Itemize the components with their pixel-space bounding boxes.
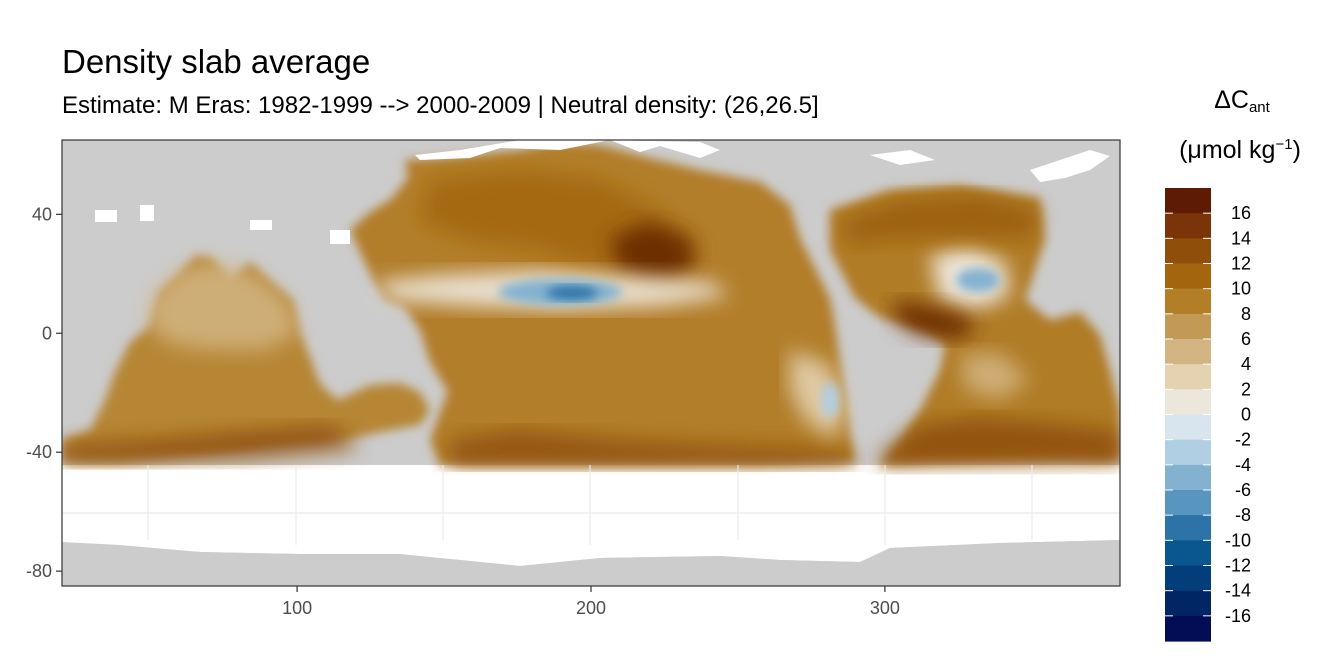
colorbar-bin — [1165, 540, 1211, 567]
colorbar-bin — [1165, 263, 1211, 290]
map-panel — [62, 140, 1120, 586]
plot-subtitle: Estimate: M Eras: 1982-1999 --> 2000-200… — [62, 92, 819, 119]
south-atlantic-light — [960, 352, 1030, 400]
colorbar-label: -10 — [1225, 530, 1251, 550]
antarctica-land — [62, 540, 1120, 586]
colorbar-bin — [1165, 238, 1211, 265]
x-axis: 100 200 300 — [282, 586, 900, 618]
legend-unit: (μmol kg−1) — [1179, 136, 1301, 164]
x-tick-label: 200 — [576, 598, 606, 618]
east-pacific-blue — [821, 382, 839, 418]
colorbar-label: -16 — [1225, 606, 1251, 626]
colorbar-bin — [1165, 364, 1211, 390]
colorbar-label: 0 — [1241, 405, 1251, 425]
colorbar-label: 2 — [1241, 379, 1251, 399]
colorbar-bin — [1165, 213, 1211, 239]
colorbar-bin — [1165, 188, 1211, 214]
colorbar-bin — [1165, 339, 1211, 365]
colorbar-bin — [1165, 313, 1211, 340]
north-atlantic-dark — [840, 195, 1040, 245]
colorbar-bin — [1165, 590, 1211, 617]
colorbar-label: 14 — [1231, 228, 1251, 248]
legend-title: ΔCant — [1214, 86, 1270, 116]
colorbar-label: -2 — [1235, 430, 1251, 450]
colorbar-bin — [1165, 464, 1211, 491]
colorbar-legend: 16 14 12 10 8 6 4 2 0 -2 -4 -6 -8 -10 -12 -14 -16 — [1165, 188, 1251, 642]
colorbar-bin — [1165, 389, 1211, 416]
colorbar-label: -4 — [1235, 455, 1251, 475]
colorbar-bin — [1165, 615, 1211, 642]
colorbar-label: -8 — [1235, 505, 1251, 525]
colorbar-label: 16 — [1231, 203, 1251, 223]
x-tick-label: 300 — [870, 598, 900, 618]
y-tick-label: -40 — [26, 442, 52, 462]
colorbar-label: -14 — [1225, 581, 1251, 601]
colorbar-label: 4 — [1241, 354, 1251, 374]
colorbar-label: 12 — [1231, 254, 1251, 274]
colorbar-label: 6 — [1241, 329, 1251, 349]
plot-title: Density slab average — [62, 43, 371, 80]
grid-lines — [62, 465, 1120, 545]
colorbar-bin — [1165, 515, 1211, 541]
arctic-nodata-specks — [95, 140, 1110, 244]
atlantic-ocean — [830, 185, 1120, 465]
arabian-sea-light — [150, 262, 300, 350]
south-indian-dark — [62, 425, 360, 462]
y-tick-label: 40 — [32, 204, 52, 224]
colorbar-bin — [1165, 288, 1211, 315]
south-atlantic-dark — [880, 418, 1120, 465]
colorbar-label: -6 — [1235, 480, 1251, 500]
colorbar-bin — [1165, 439, 1211, 466]
atlantic-blue-patch — [956, 268, 1000, 292]
colorbar-label: 8 — [1241, 304, 1251, 324]
colorbar-label: -12 — [1225, 556, 1251, 576]
gyre-dark-core — [610, 222, 695, 282]
south-pacific-dark — [450, 430, 855, 465]
caribbean-dark — [895, 300, 975, 340]
y-axis: 40 0 -40 -80 — [26, 204, 62, 581]
y-tick-label: -80 — [26, 561, 52, 581]
colorbar-bin — [1165, 490, 1211, 516]
equatorial-blue-core — [546, 286, 598, 300]
y-tick-label: 0 — [42, 323, 52, 343]
colorbar-bin — [1165, 565, 1211, 592]
southern-ocean-nodata — [62, 465, 1120, 566]
x-tick-label: 100 — [282, 598, 312, 618]
colorbar-bin — [1165, 414, 1211, 441]
indian-ocean — [62, 255, 430, 462]
colorbar-label: 10 — [1231, 279, 1251, 299]
